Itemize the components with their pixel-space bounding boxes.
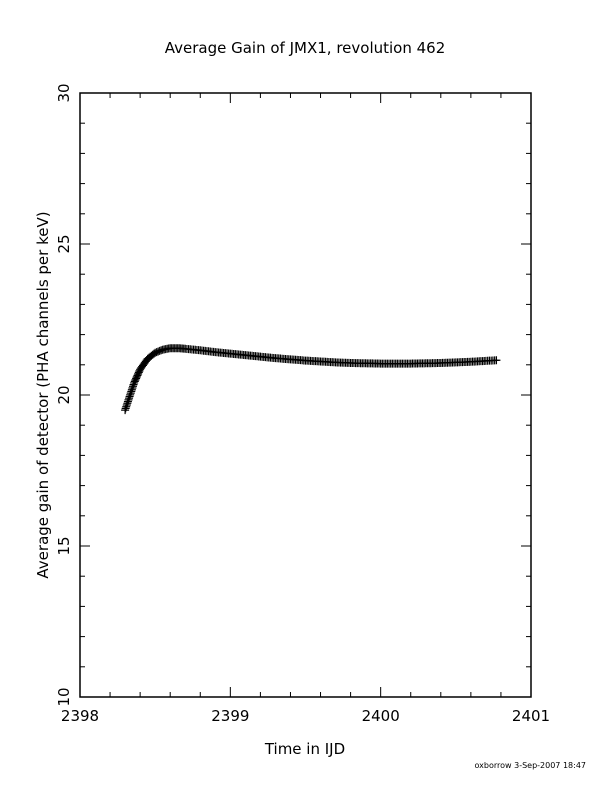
x-axis-label: Time in IJD (264, 740, 345, 758)
x-tick-labels: 2398 2399 2400 2401 (61, 707, 550, 725)
y-tick-label: 25 (55, 234, 73, 253)
data-points (121, 344, 501, 415)
y-axis-label: Average gain of detector (PHA channels p… (34, 211, 52, 578)
y-tick-label: 20 (55, 385, 73, 404)
x-tick-label: 2401 (512, 707, 550, 725)
x-tick-label: 2400 (362, 707, 400, 725)
y-tick-labels: 10 15 20 25 30 (55, 83, 73, 706)
x-tick-label: 2398 (61, 707, 99, 725)
axis-ticks (79, 92, 532, 698)
plot-frame (79, 92, 532, 698)
footer-credit: oxborrow 3-Sep-2007 18:47 (475, 761, 587, 770)
y-tick-label: 30 (55, 83, 73, 102)
y-tick-label: 15 (55, 536, 73, 555)
chart-title: Average Gain of JMX1, revolution 462 (165, 39, 446, 57)
data-point (492, 356, 501, 365)
y-tick-label: 10 (55, 687, 73, 706)
x-tick-label: 2399 (211, 707, 249, 725)
